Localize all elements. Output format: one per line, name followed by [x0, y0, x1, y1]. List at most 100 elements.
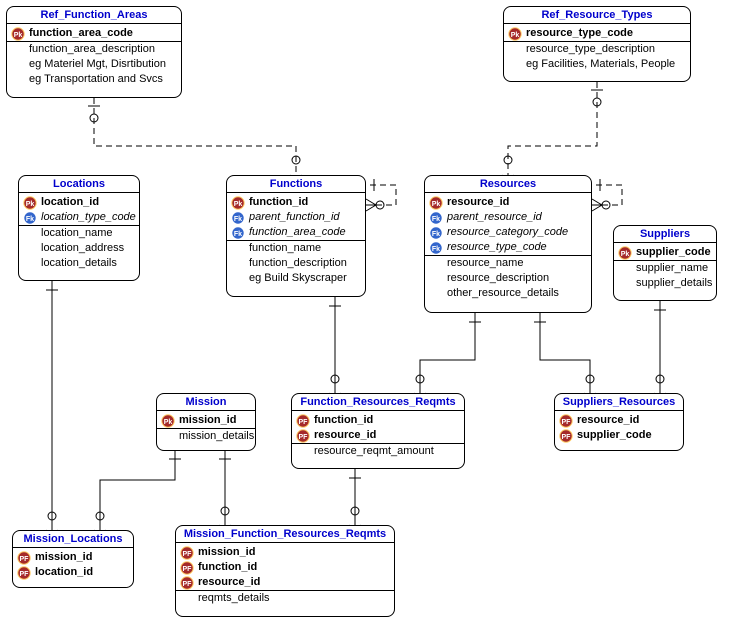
pk-icon: Pk	[23, 196, 37, 210]
entity-function_resources_reqmts: Function_Resources_Reqmts PF function_id…	[291, 393, 465, 469]
column-row: Fk resource_type_code	[425, 240, 591, 255]
entity-title: Suppliers	[614, 226, 716, 243]
column-row: Pk mission_id	[157, 413, 255, 428]
entity-body: PF function_id PF resource_idresource_re…	[292, 411, 464, 461]
pk-icon: Pk	[618, 246, 632, 260]
entity-body: Pk supplier_codesupplier_namesupplier_de…	[614, 243, 716, 293]
entity-ref_function_areas: Ref_Function_Areas Pk function_area_code…	[6, 6, 182, 98]
column-row: Fk function_area_code	[227, 225, 365, 240]
column-row: function_name	[227, 241, 365, 256]
column-row: eg Build Skyscraper	[227, 271, 365, 286]
column-label: location_id	[35, 565, 93, 580]
column-row: PF resource_id	[292, 428, 464, 443]
svg-text:PF: PF	[183, 581, 193, 588]
entity-body: PF resource_id PF supplier_code	[555, 411, 683, 445]
column-row: eg Transportation and Svcs	[7, 72, 181, 87]
column-label: function_id	[198, 560, 257, 575]
column-label: eg Materiel Mgt, Disrtibution	[29, 57, 166, 72]
svg-text:Pk: Pk	[14, 32, 23, 39]
entity-body: PF mission_id PF function_id PF resource…	[176, 543, 394, 608]
column-row: resource_description	[425, 271, 591, 286]
column-row: function_area_description	[7, 42, 181, 57]
entity-title: Ref_Resource_Types	[504, 7, 690, 24]
entity-body: Pk location_id Fk location_type_codeloca…	[19, 193, 139, 273]
entity-title: Mission_Locations	[13, 531, 133, 548]
column-label: reqmts_details	[198, 591, 270, 606]
entity-title: Function_Resources_Reqmts	[292, 394, 464, 411]
column-label: eg Transportation and Svcs	[29, 72, 163, 87]
column-row: Pk function_area_code	[7, 26, 181, 41]
svg-text:PF: PF	[183, 566, 193, 573]
svg-text:Pk: Pk	[234, 201, 243, 208]
pf-icon: PF	[180, 561, 194, 575]
pf-icon: PF	[559, 429, 573, 443]
column-row: resource_type_description	[504, 42, 690, 57]
column-label: function_area_description	[29, 42, 155, 57]
svg-text:Fk: Fk	[234, 231, 242, 238]
svg-text:PF: PF	[299, 434, 309, 441]
column-row: Pk resource_type_code	[504, 26, 690, 41]
column-label: eg Build Skyscraper	[249, 271, 347, 286]
column-row: Pk location_id	[19, 195, 139, 210]
column-label: location_address	[41, 241, 124, 256]
entity-title: Suppliers_Resources	[555, 394, 683, 411]
column-label: function_area_code	[29, 26, 133, 41]
svg-text:PF: PF	[562, 434, 572, 441]
column-label: function_area_code	[249, 225, 346, 240]
column-label: resource_id	[577, 413, 639, 428]
column-label: other_resource_details	[447, 286, 559, 301]
column-label: function_description	[249, 256, 347, 271]
column-label: parent_function_id	[249, 210, 340, 225]
pk-icon: Pk	[429, 196, 443, 210]
column-row: reqmts_details	[176, 591, 394, 606]
svg-text:Pk: Pk	[432, 201, 441, 208]
entity-title: Mission	[157, 394, 255, 411]
column-row: Pk resource_id	[425, 195, 591, 210]
svg-text:Pk: Pk	[621, 251, 630, 258]
column-row: Pk function_id	[227, 195, 365, 210]
column-row: location_address	[19, 241, 139, 256]
svg-text:Pk: Pk	[26, 201, 35, 208]
entity-title: Functions	[227, 176, 365, 193]
column-label: resource_type_code	[447, 240, 547, 255]
column-row: eg Facilities, Materials, People	[504, 57, 690, 72]
pk-icon: Pk	[231, 196, 245, 210]
column-row: PF mission_id	[13, 550, 133, 565]
svg-text:PF: PF	[20, 571, 30, 578]
pf-icon: PF	[17, 551, 31, 565]
column-label: location_id	[41, 195, 99, 210]
column-label: resource_category_code	[447, 225, 568, 240]
pf-icon: PF	[296, 429, 310, 443]
entity-functions: Functions Pk function_id Fk parent_funct…	[226, 175, 366, 297]
entity-body: Pk resource_type_coderesource_type_descr…	[504, 24, 690, 74]
column-label: resource_id	[447, 195, 509, 210]
entity-body: Pk resource_id Fk parent_resource_id Fk …	[425, 193, 591, 303]
entity-body: Pk function_id Fk parent_function_id Fk …	[227, 193, 365, 288]
column-label: function_id	[314, 413, 373, 428]
svg-text:PF: PF	[562, 419, 572, 426]
column-label: mission_id	[179, 413, 236, 428]
column-row: Fk parent_function_id	[227, 210, 365, 225]
entity-suppliers: Suppliers Pk supplier_codesupplier_names…	[613, 225, 717, 301]
column-label: function_name	[249, 241, 321, 256]
entity-mission_locations: Mission_Locations PF mission_id PF locat…	[12, 530, 134, 588]
pk-icon: Pk	[161, 414, 175, 428]
svg-text:PF: PF	[183, 551, 193, 558]
svg-text:Fk: Fk	[432, 246, 440, 253]
column-label: eg Facilities, Materials, People	[526, 57, 675, 72]
entity-title: Ref_Function_Areas	[7, 7, 181, 24]
column-label: resource_id	[198, 575, 260, 590]
column-row: other_resource_details	[425, 286, 591, 301]
svg-text:Fk: Fk	[432, 231, 440, 238]
entity-locations: Locations Pk location_id Fk location_typ…	[18, 175, 140, 281]
fk-icon: Fk	[231, 226, 245, 240]
svg-text:Fk: Fk	[26, 216, 34, 223]
column-label: resource_id	[314, 428, 376, 443]
entity-mission_function_resources_reqmts: Mission_Function_Resources_Reqmts PF mis…	[175, 525, 395, 617]
svg-text:Fk: Fk	[234, 216, 242, 223]
pk-icon: Pk	[11, 27, 25, 41]
column-row: supplier_details	[614, 276, 716, 291]
column-row: PF mission_id	[176, 545, 394, 560]
entity-title: Locations	[19, 176, 139, 193]
column-label: supplier_name	[636, 261, 708, 276]
